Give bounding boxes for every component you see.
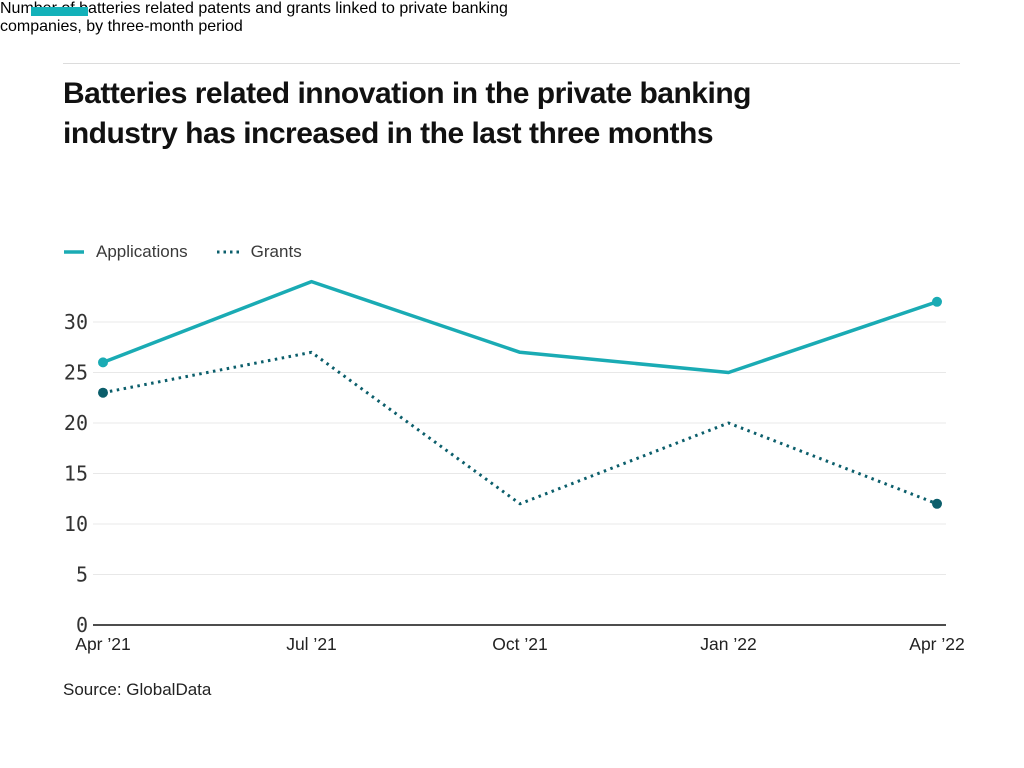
applications-endpoint-marker xyxy=(98,357,108,368)
x-tick-label: Apr ’21 xyxy=(75,634,130,654)
y-tick-label: 10 xyxy=(64,512,88,536)
subtitle-line-1: Number of batteries related patents and … xyxy=(0,0,508,17)
y-tick-label: 25 xyxy=(64,361,88,385)
source-note: Source: GlobalData xyxy=(63,680,212,699)
legend-label-applications: Applications xyxy=(96,242,188,261)
brand-accent-bar xyxy=(31,7,88,16)
x-tick-label: Oct ’21 xyxy=(492,634,547,654)
x-axis-labels: Apr ’21 Jul ’21 Oct ’21 Jan ’22 Apr ’22 xyxy=(75,634,964,654)
y-tick-label: 5 xyxy=(76,563,88,587)
applications-endpoint-marker xyxy=(932,296,942,307)
legend-item-applications: Applications xyxy=(63,242,188,262)
series-applications xyxy=(98,279,942,375)
subtitle-line-2: companies, by three-month period xyxy=(0,18,243,35)
x-tick-label: Apr ’22 xyxy=(909,634,964,654)
top-divider xyxy=(63,63,960,64)
y-tick-label: 0 xyxy=(76,613,88,637)
legend-label-grants: Grants xyxy=(250,242,302,261)
y-tick-label: 15 xyxy=(64,462,88,486)
applications-line xyxy=(102,279,938,375)
title-line-2: industry has increased in the last three… xyxy=(63,117,714,150)
gridlines xyxy=(93,321,946,626)
x-tick-label: Jul ’21 xyxy=(286,634,337,654)
grants-endpoint-marker xyxy=(932,498,942,509)
applications-line-swatch-icon xyxy=(64,250,84,254)
title-line-1: Batteries related innovation in the priv… xyxy=(63,77,751,110)
x-tick-label: Jan ’22 xyxy=(700,634,756,654)
page-title: Batteries related innovation in the priv… xyxy=(63,74,751,154)
y-tick-label: 30 xyxy=(64,310,88,334)
y-tick-label: 20 xyxy=(64,411,88,435)
legend-item-grants: Grants xyxy=(216,242,302,262)
grants-line xyxy=(102,350,938,506)
chart-legend: Applications Grants xyxy=(63,242,302,262)
y-axis-labels: 0 5 10 15 20 25 30 xyxy=(64,310,88,637)
grants-endpoint-marker xyxy=(98,387,108,398)
series-grants xyxy=(98,350,942,509)
